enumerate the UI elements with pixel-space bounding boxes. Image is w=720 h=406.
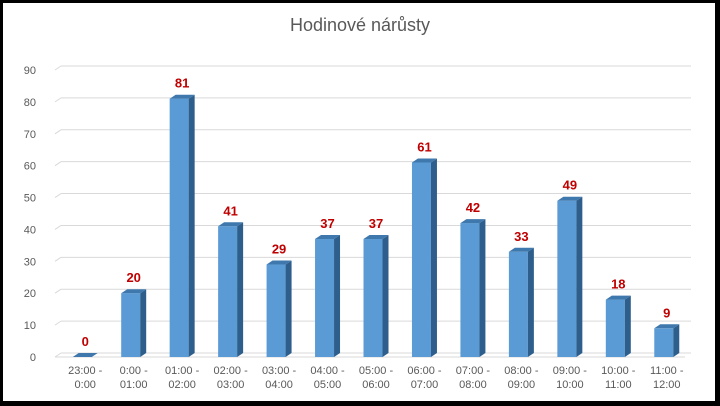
bar-front xyxy=(363,239,383,357)
x-tick-label: 11:00 -12:00 xyxy=(650,365,684,391)
gridline-depth xyxy=(54,352,62,358)
gridline-depth xyxy=(54,193,62,198)
data-label: 81 xyxy=(175,76,189,91)
data-label: 18 xyxy=(611,277,625,292)
x-tick-label: 02:00 -03:00 xyxy=(213,365,248,391)
bar-side xyxy=(140,289,147,357)
bar-front xyxy=(411,162,431,357)
bar-top xyxy=(121,289,147,294)
data-label: 49 xyxy=(563,178,577,193)
data-label: 37 xyxy=(369,216,383,231)
x-tick-label: 0:00 -01:00 xyxy=(120,365,148,391)
x-tick-label: 09:00 -10:00 xyxy=(553,365,588,391)
bar-top xyxy=(508,247,534,252)
data-label: 61 xyxy=(417,139,431,154)
y-tick-label: 30 xyxy=(24,256,36,268)
bar-side xyxy=(237,222,244,357)
bar-top xyxy=(411,158,437,163)
gridline-depth xyxy=(54,129,62,135)
x-tick-label: 05:00 -06:00 xyxy=(359,365,394,391)
bar-front xyxy=(557,200,577,357)
bar-top xyxy=(72,353,98,357)
chart-title: Hodinové nárůsty xyxy=(290,15,430,35)
bar-front xyxy=(654,328,674,357)
y-tick-label: 10 xyxy=(24,320,36,332)
bar-side xyxy=(527,247,534,357)
bar-side xyxy=(188,94,195,357)
bar-top xyxy=(315,235,341,240)
y-tick-label: 80 xyxy=(24,97,36,109)
bar-side xyxy=(479,219,486,357)
gridline-depth xyxy=(54,97,62,103)
x-tick-label: 04:00 -05:00 xyxy=(310,365,345,391)
data-label: 33 xyxy=(514,229,528,244)
y-tick-label: 40 xyxy=(24,224,36,236)
y-tick-label: 70 xyxy=(24,129,36,141)
bar-top xyxy=(169,94,195,99)
y-tick-label: 50 xyxy=(24,193,36,205)
x-tick-label: 01:00 -02:00 xyxy=(165,365,200,391)
bar-front xyxy=(169,98,189,357)
bar-front xyxy=(460,223,480,357)
chart-area: Hodinové nárůsty 0 10 20 30 40 50 60 70 80 90 0 23… xyxy=(3,3,715,401)
data-label: 41 xyxy=(223,203,237,218)
data-label: 9 xyxy=(663,305,670,320)
bar-top xyxy=(557,196,583,201)
gridline-depth xyxy=(54,65,62,71)
bar-front xyxy=(315,239,335,357)
bar-side xyxy=(285,260,292,357)
bar-top xyxy=(218,222,244,227)
gridline-depth xyxy=(54,320,62,326)
data-label: 42 xyxy=(466,200,480,215)
gridline-depth xyxy=(54,225,62,230)
bar-side xyxy=(334,235,341,357)
bar-front xyxy=(605,299,625,357)
bar-front xyxy=(121,293,141,357)
data-label: 0 xyxy=(82,334,89,349)
data-label: 20 xyxy=(126,270,140,285)
x-tick-label: 07:00 -08:00 xyxy=(456,365,491,391)
bar-top xyxy=(266,260,292,265)
gridline-depth xyxy=(54,288,62,294)
bar-side xyxy=(673,324,680,357)
bar-side xyxy=(624,295,631,357)
x-tick-label: 10:00 -11:00 xyxy=(601,365,636,391)
x-tick-label: 03:00 -04:00 xyxy=(262,365,297,391)
bar-front xyxy=(266,264,286,357)
gridline-depth xyxy=(54,161,62,167)
bar-chart: Hodinové nárůsty 0 10 20 30 40 50 60 70 80 90 0 23… xyxy=(24,15,691,391)
y-tick-label: 20 xyxy=(24,288,36,300)
bar-side xyxy=(430,158,437,357)
bar-top xyxy=(460,219,486,224)
bar-front xyxy=(508,251,528,357)
bar-front xyxy=(218,226,238,357)
data-label: 29 xyxy=(272,242,286,257)
x-tick-label: 08:00 -09:00 xyxy=(504,365,539,391)
y-tick-label: 0 xyxy=(30,352,36,364)
bar-top xyxy=(363,235,389,240)
y-tick-label: 90 xyxy=(24,65,36,77)
x-tick-label: 06:00 -07:00 xyxy=(407,365,442,391)
bar-side xyxy=(576,196,583,357)
y-tick-label: 60 xyxy=(24,161,36,173)
gridline-depth xyxy=(54,256,62,262)
data-label: 37 xyxy=(320,216,334,231)
x-tick-label: 23:00 -0:00 xyxy=(68,365,103,391)
bar-side xyxy=(382,235,389,357)
bar-top xyxy=(605,295,631,300)
bar-top xyxy=(654,324,680,329)
